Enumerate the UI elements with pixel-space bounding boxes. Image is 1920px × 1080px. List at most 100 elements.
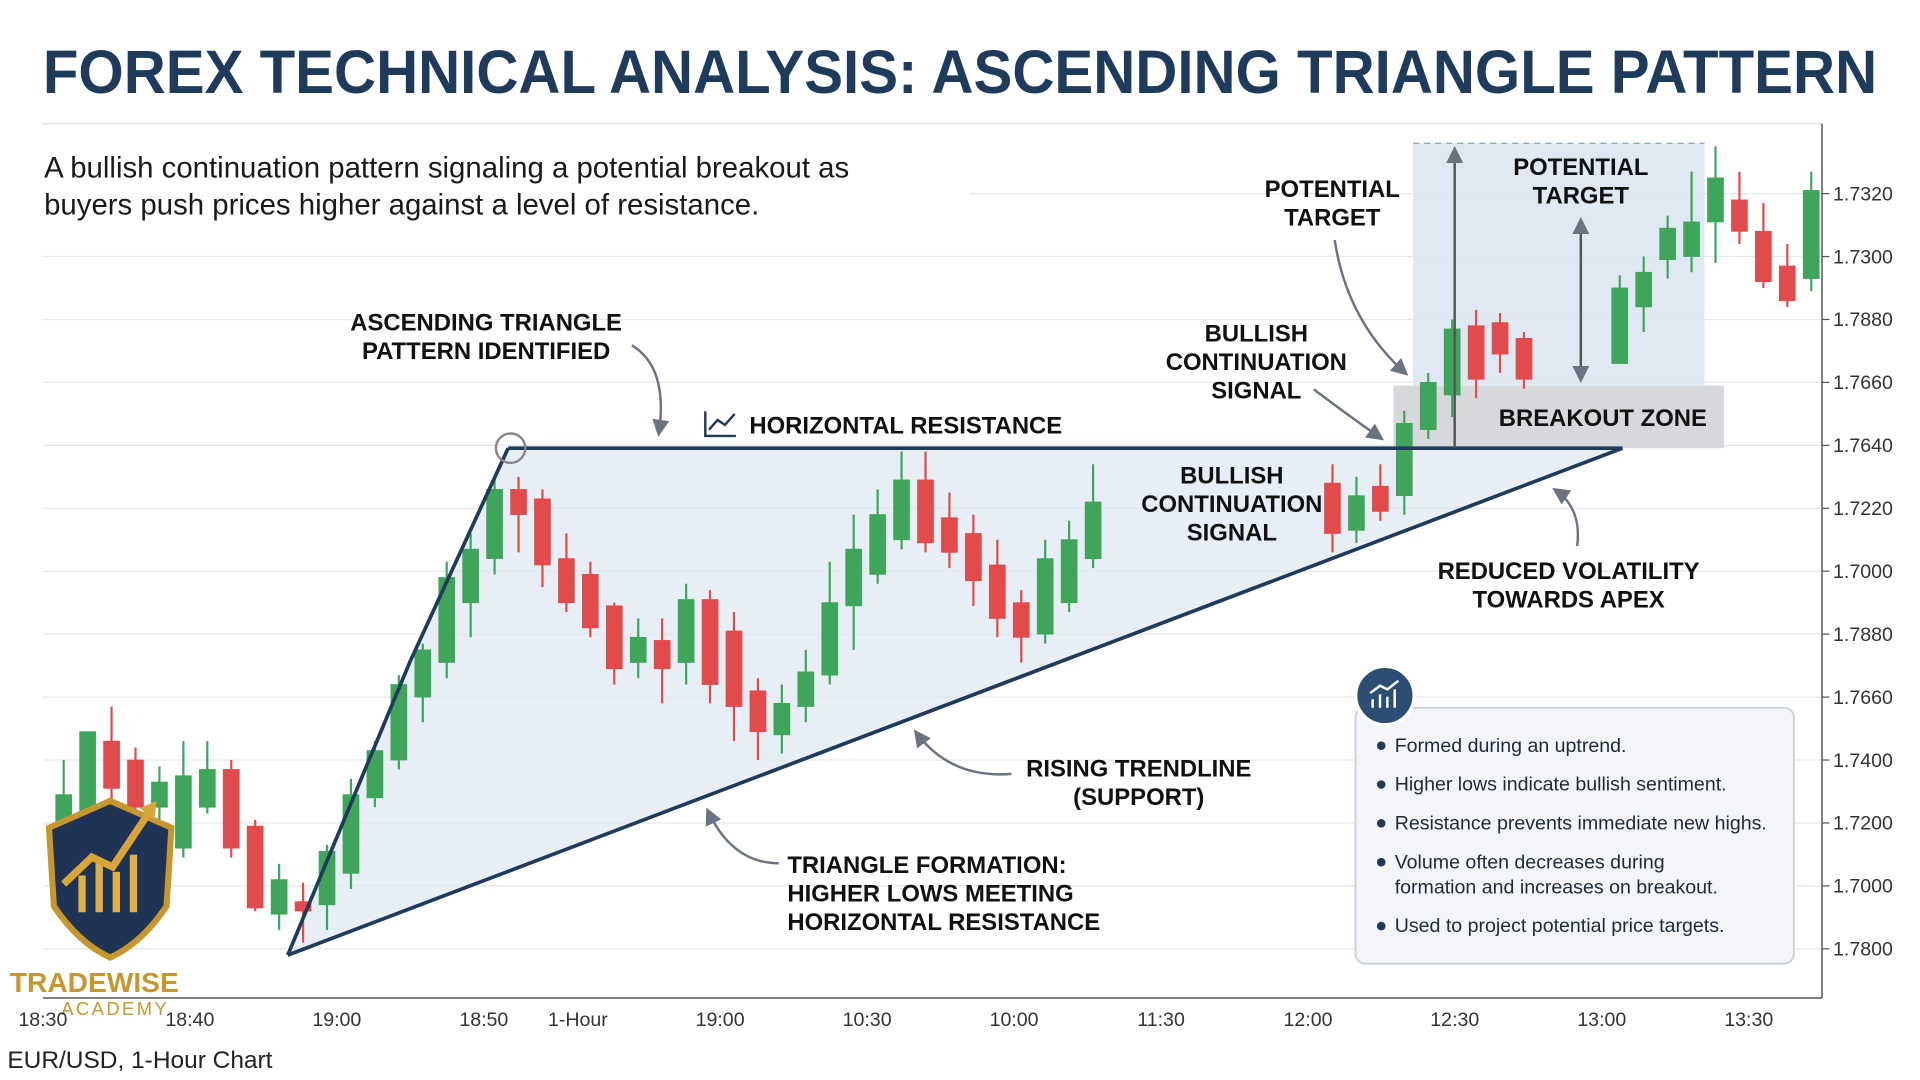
subtitle: A bullish continuation pattern signaling… [44, 152, 849, 185]
bullet-dot [1376, 780, 1386, 789]
callout-arrow [631, 344, 670, 437]
candle-body [103, 740, 120, 789]
candle-body [749, 690, 767, 733]
callout-arrow [1333, 239, 1409, 376]
x-tick-label: 19:00 [312, 1009, 361, 1031]
candle-body [1515, 337, 1533, 380]
candle-body [988, 564, 1006, 619]
x-tick-label: 10:30 [843, 1009, 892, 1031]
annotation: BULLISH [1180, 463, 1283, 490]
candle-body [653, 640, 671, 670]
candle-body [1659, 227, 1676, 261]
resistance-icon [704, 411, 736, 438]
annotation: RISING TRENDLINE [1026, 755, 1251, 782]
x-tick-label: 18:30 [18, 1009, 67, 1031]
callouts [631, 239, 1580, 865]
candle-body [701, 599, 719, 685]
info-bullet: Higher lows indicate bullish sentiment. [1395, 774, 1727, 796]
annotation: HORIZONTAL RESISTANCE [787, 909, 1100, 936]
info-icon-glyph [1369, 679, 1400, 708]
candle-body [1348, 495, 1365, 531]
candle-body [414, 649, 432, 698]
info-box [1354, 706, 1795, 965]
logo-tagline: ACADEMY [61, 998, 169, 1019]
annotation: PATTERN IDENTIFIED [362, 338, 610, 365]
annotation: CONTINUATION [1166, 349, 1347, 376]
candle-body [1324, 482, 1341, 534]
target-zone [1413, 143, 1705, 386]
annotation: SIGNAL [1187, 520, 1277, 547]
y-tick-label: 1.7400 [1833, 750, 1893, 772]
x-tick-label: 19:00 [696, 1009, 745, 1031]
annotation: BREAKOUT ZONE [1499, 405, 1707, 432]
y-tick-label: 1.7660 [1833, 687, 1893, 709]
subtitle: buyers push prices higher against a leve… [44, 188, 759, 221]
candle-body [629, 636, 647, 663]
candle-body [486, 489, 503, 559]
candle-body [222, 769, 240, 849]
y-tick-label: 1.7200 [1833, 813, 1893, 835]
candle-body [677, 599, 695, 663]
breakout-zone [1393, 385, 1725, 449]
annotation: REDUCED VOLATILITY [1438, 558, 1700, 585]
x-tick-label: 13:30 [1724, 1009, 1773, 1031]
annotation: ASCENDING TRIANGLE [350, 310, 622, 337]
y-tick-label: 1.7000 [1833, 561, 1893, 583]
candle-body [462, 548, 479, 604]
info-bullet: formation and increases on breakout. [1395, 876, 1718, 898]
y-tick-label: 1.7000 [1833, 876, 1893, 898]
candle-body [390, 684, 408, 761]
candle-body [1395, 422, 1413, 497]
candle-body [1467, 325, 1485, 380]
candle-body [246, 825, 264, 909]
candle-body [725, 630, 743, 707]
annotation: SIGNAL [1211, 378, 1301, 405]
info-bullet: Used to project potential price targets. [1395, 915, 1725, 937]
annotation: TRIANGLE FORMATION: [787, 852, 1066, 879]
candles [55, 146, 1820, 943]
candle-body [845, 548, 863, 607]
candle-body [1611, 287, 1629, 364]
candle-body [127, 759, 144, 808]
candle-body [510, 489, 527, 515]
candle-body [1779, 265, 1796, 301]
x-tick-label: 11:30 [1137, 1009, 1185, 1031]
info-bullet: Volume often decreases during [1395, 851, 1665, 873]
bullet-dot [1376, 921, 1386, 931]
candle-body [1060, 539, 1078, 604]
y-tick-label: 1.7880 [1833, 624, 1893, 646]
y-tick-label: 1.7800 [1833, 939, 1893, 961]
candle-body [917, 479, 934, 544]
x-tick-label: 12:00 [1284, 1009, 1333, 1031]
candle-body [797, 671, 815, 707]
candle-body [175, 775, 192, 849]
y-tick-label: 1.7220 [1833, 498, 1893, 520]
candle-body [534, 498, 551, 566]
candle-body [582, 573, 599, 629]
candle-body [1802, 190, 1820, 279]
candle-body [605, 605, 623, 670]
peak-marker [494, 432, 527, 465]
chart-title: FOREX TECHNICAL ANALYSIS: ASCENDING TRIA… [43, 38, 1877, 106]
callout-arrow [1552, 487, 1580, 547]
candle-body [1491, 322, 1509, 355]
candle-body [151, 781, 168, 808]
candle-body [893, 479, 910, 541]
candle-body [294, 901, 312, 912]
footer: EUR/USD, 1-Hour Chart [7, 1047, 272, 1074]
candle-body [1731, 199, 1748, 232]
candle-body [773, 703, 791, 736]
x-tick-label: 18:50 [459, 1009, 508, 1031]
info-bullet: Resistance prevents immediate new highs. [1395, 812, 1767, 834]
annotation: TARGET [1533, 183, 1630, 210]
support-trendline [287, 446, 1624, 957]
callout-arrow [705, 807, 779, 865]
candle-body [1443, 328, 1461, 396]
annotation: (SUPPORT) [1073, 784, 1204, 811]
x-tick-label: 1-Hour [548, 1009, 608, 1031]
subtitle-backdrop [36, 137, 970, 226]
y-tick-label: 1.7880 [1833, 309, 1893, 331]
candle-body [1755, 230, 1772, 283]
